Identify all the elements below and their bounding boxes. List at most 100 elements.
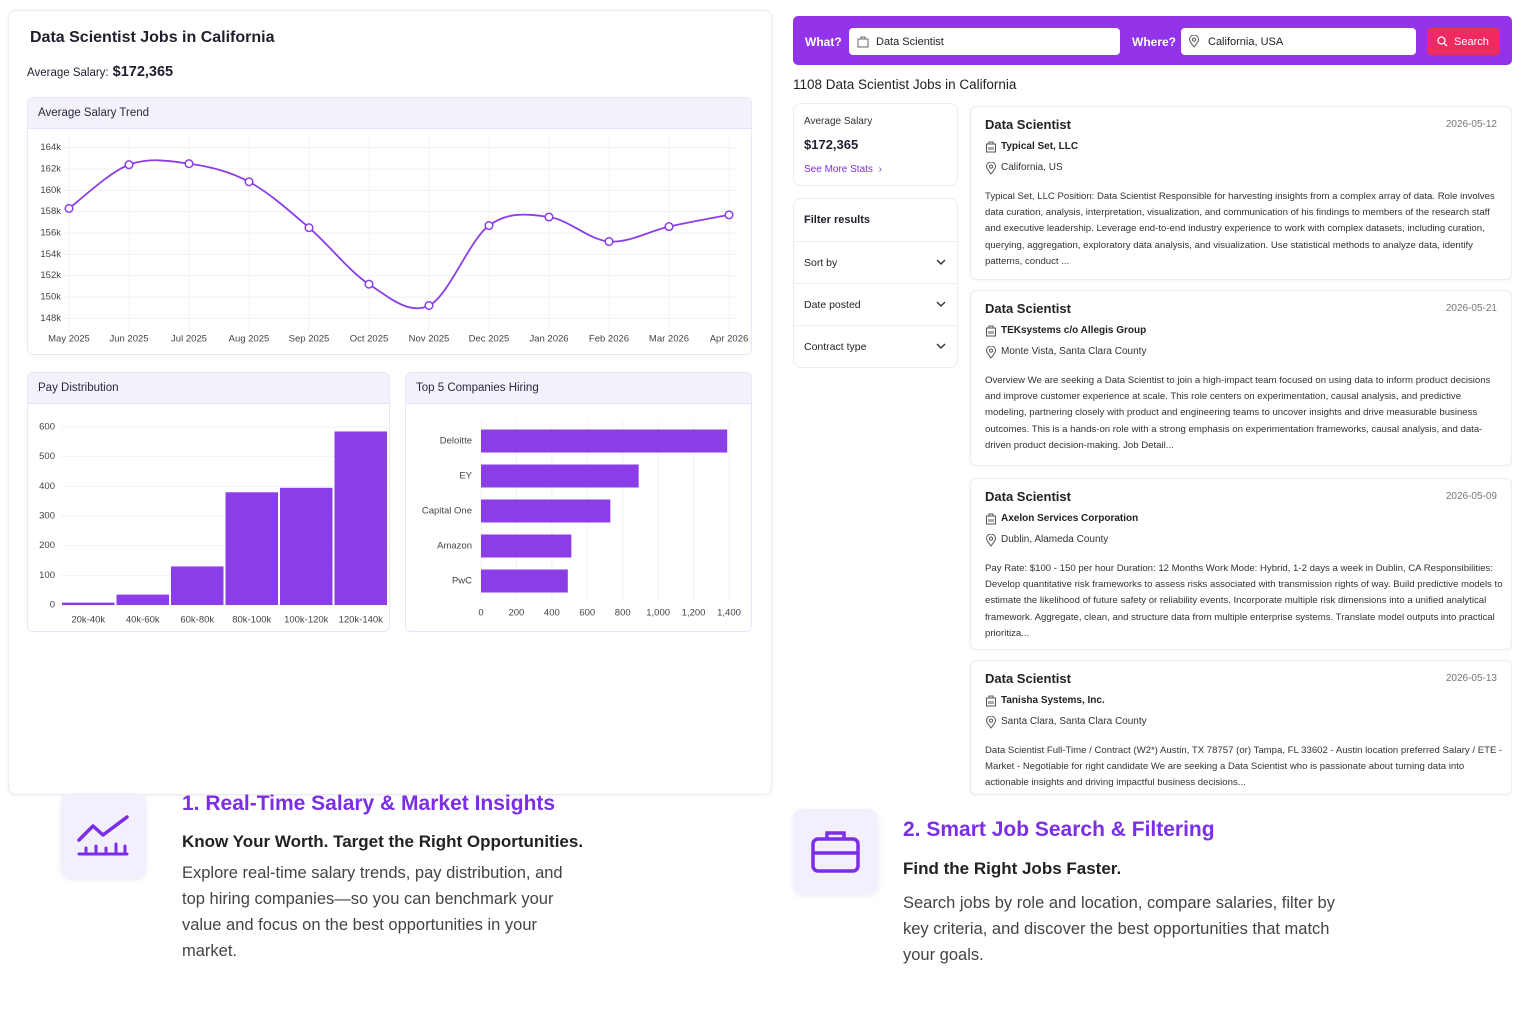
x-tick-label: 600 (579, 608, 595, 619)
bar (481, 429, 728, 453)
filter-row[interactable]: Date posted (794, 283, 958, 325)
search-button-label: Search (1454, 36, 1489, 48)
x-tick-label: Mar 2026 (649, 334, 689, 345)
job-description: Typical Set, LLC Position: Data Scientis… (985, 191, 1495, 267)
average-salary: Average Salary: $172,365 (27, 64, 173, 80)
y-tick-label: 152k (40, 270, 61, 281)
chevron (936, 301, 946, 307)
x-tick-label: 1,000 (646, 608, 670, 619)
x-tick-label: May 2025 (48, 334, 90, 345)
bar (280, 487, 333, 605)
where-input[interactable]: California, USA (1181, 28, 1416, 55)
filter-label: Date posted (804, 299, 861, 311)
salary-label: Average Salary: (27, 67, 109, 79)
x-tick-label: 1,400 (717, 608, 741, 619)
data-point (604, 236, 614, 247)
data-point (124, 160, 134, 170)
job-location: Dublin, Alameda County (1001, 534, 1109, 545)
y-tick-label: 150k (40, 292, 61, 303)
x-tick-label: 400 (544, 608, 560, 619)
job-company: TEKsystems c/o Allegis Group (1001, 325, 1147, 336)
where-label: Where? (1132, 35, 1177, 49)
filter-row[interactable]: Contract type (794, 325, 958, 367)
y-tick-label: 400 (39, 481, 55, 492)
filter-card: Filter results Sort by Date posted Contr… (793, 198, 958, 368)
bar-chart: 0 100 200 300 400 500 600 20k-40k 40k-60k 60k-80k… (39, 422, 388, 626)
horizontal-bar-chart: 0 200 400 600 800 1,000 1,200 1,400 Deloitte EY Ca… (422, 421, 741, 619)
data-point (664, 222, 674, 232)
y-tick-label: 0 (50, 600, 55, 611)
chevron (936, 343, 946, 349)
y-tick-label: Capital One (422, 506, 472, 517)
where-value: California, USA (1208, 36, 1284, 48)
pin-icon (1188, 35, 1200, 48)
y-tick-label: 156k (40, 228, 61, 239)
chart-icon (77, 815, 129, 856)
chevron (936, 259, 946, 265)
x-tick-label: Dec 2025 (469, 334, 510, 345)
company-icon (986, 513, 996, 525)
x-tick-label: Jun 2025 (109, 334, 148, 345)
location-icon (985, 346, 997, 359)
search-button[interactable]: Search (1427, 28, 1500, 55)
x-tick-label: Apr 2026 (710, 334, 749, 345)
job-title: Data Scientist (985, 489, 1071, 504)
x-tick-label: 40k-60k (126, 615, 160, 626)
y-tick-label: 500 (39, 451, 55, 462)
x-tick-label: 100k-120k (284, 615, 329, 626)
y-tick-label: 164k (40, 142, 61, 153)
job-date: 2026-05-21 (1445, 303, 1497, 314)
y-tick-label: 200 (39, 540, 55, 551)
feature-body: Explore real-time salary trends, pay dis… (182, 864, 563, 960)
y-tick-label: 154k (40, 249, 61, 260)
y-tick-label: Deloitte (440, 436, 472, 447)
x-tick-label: 1,200 (682, 608, 706, 619)
location-icon (985, 162, 997, 175)
filter-label: Sort by (804, 257, 838, 269)
job-description: Data Scientist Full-Time / Contract (W2*… (985, 745, 1503, 789)
job-card[interactable]: Data Scientist 2026-05-21 TEKsystems c/o A… (970, 290, 1512, 466)
job-title: Data Scientist (985, 671, 1071, 686)
stats-link[interactable]: See More Stats › (804, 164, 882, 175)
x-tick-label: Sep 2025 (289, 334, 330, 345)
x-tick-label: Feb 2026 (589, 334, 629, 345)
bar (481, 499, 611, 523)
x-tick-label: Aug 2025 (229, 334, 270, 345)
feature-icon (793, 809, 878, 894)
job-card[interactable]: Data Scientist 2026-05-09 Axelon Services … (970, 478, 1512, 650)
data-point (304, 223, 314, 233)
job-title: Data Scientist (985, 117, 1071, 132)
job-card[interactable]: Data Scientist 2026-05-13 Tanisha Systems,… (970, 660, 1512, 795)
feature-body: Search jobs by role and location, compar… (903, 894, 1335, 964)
bar (481, 534, 572, 558)
job-description: Overview We are seeking a Data Scientist… (985, 375, 1491, 451)
x-tick-label: 20k-40k (71, 615, 105, 626)
feature-subtitle: Find the Right Jobs Faster. (903, 859, 1122, 878)
bar (225, 492, 278, 605)
x-tick-label: 800 (615, 608, 631, 619)
feature-icon (61, 793, 146, 878)
filter-title: Filter results (804, 214, 871, 226)
y-tick-label: 158k (40, 206, 61, 217)
filter-label: Contract type (804, 341, 867, 353)
y-tick-label: EY (459, 471, 472, 482)
job-date: 2026-05-09 (1445, 491, 1497, 502)
job-description: Pay Rate: $100 - 150 per hour Duration: … (985, 563, 1503, 639)
job-date: 2026-05-13 (1445, 673, 1497, 684)
location-icon (985, 716, 997, 729)
bar (116, 594, 169, 605)
search-icon (1437, 36, 1448, 47)
data-point (484, 220, 494, 231)
data-point (424, 300, 434, 311)
filter-row[interactable]: Sort by (794, 241, 958, 283)
x-tick-label: 200 (508, 608, 524, 619)
job-card[interactable]: Data Scientist 2026-05-12 Typical Set, LLC… (970, 106, 1512, 280)
bar (334, 431, 387, 605)
data-point (544, 212, 554, 222)
company-icon (986, 695, 996, 707)
what-input[interactable]: Data Scientist (849, 28, 1120, 55)
y-tick-label: 100 (39, 570, 55, 581)
y-tick-label: 600 (39, 422, 55, 433)
x-tick-label: 60k-80k (180, 615, 214, 626)
